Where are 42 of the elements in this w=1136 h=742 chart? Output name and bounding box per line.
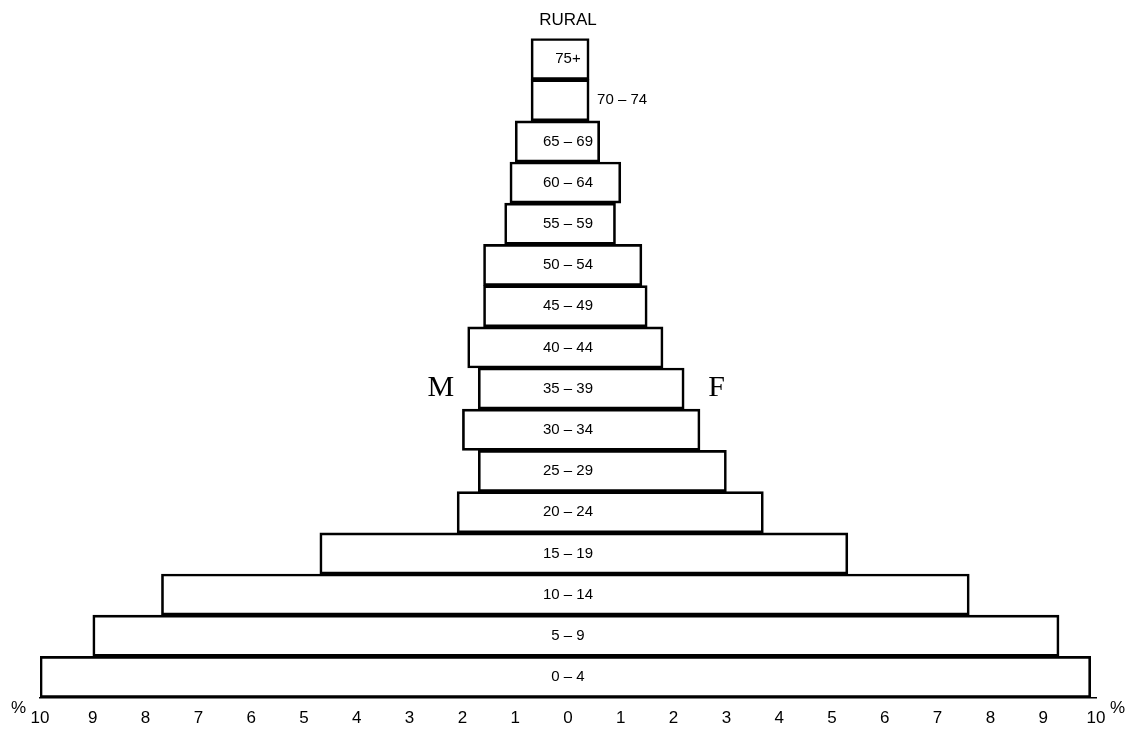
- y-tick-label: 15 – 19: [542, 543, 594, 561]
- y-tick-label: 50 – 54: [542, 255, 594, 273]
- x-tick-label: 1: [616, 708, 626, 728]
- x-tick-label: 10: [30, 708, 50, 728]
- x-tick-label: 7: [932, 708, 943, 728]
- y-tick-label: 70 – 74: [597, 90, 648, 108]
- y-tick-label: 20 – 24: [542, 502, 594, 520]
- x-tick-label: 8: [985, 708, 996, 728]
- series-label: M: [427, 369, 455, 403]
- x-tick-label: 2: [668, 708, 679, 728]
- y-tick-label: 0 – 4: [551, 667, 585, 685]
- x-tick-label: 6: [880, 708, 890, 728]
- x-tick-label: 10: [1086, 708, 1106, 728]
- x-tick-label: 4: [774, 708, 784, 728]
- y-tick-label: 60 – 64: [542, 172, 594, 190]
- y-tick-label: 40 – 44: [542, 337, 594, 355]
- x-tick-label: 5: [827, 708, 837, 728]
- y-tick-label: 25 – 29: [542, 461, 594, 479]
- x-tick-label: 2: [457, 708, 468, 728]
- y-tick-label: 30 – 34: [542, 419, 594, 437]
- x-tick-label: 8: [140, 708, 151, 728]
- x-tick-label: 3: [721, 708, 732, 728]
- x-tick-label: 7: [193, 708, 204, 728]
- y-tick-label: 35 – 39: [542, 378, 594, 396]
- y-tick-label: 55 – 59: [542, 213, 594, 231]
- x-tick-label: 9: [1038, 708, 1048, 728]
- x-axis-title: %: [10, 697, 26, 717]
- y-tick-label: 45 – 49: [542, 296, 594, 314]
- chart-title: RURAL: [539, 9, 597, 29]
- y-tick-label: 5 – 9: [551, 625, 585, 643]
- x-tick-label: 1: [510, 708, 520, 728]
- y-tick-label: 10 – 14: [542, 584, 594, 602]
- x-tick-label: 0: [563, 708, 573, 728]
- y-tick-label: 75+: [555, 49, 581, 67]
- y-tick-label: 65 – 69: [542, 131, 594, 149]
- x-tick-label: 9: [88, 708, 98, 728]
- x-tick-label: 6: [246, 708, 256, 728]
- x-tick-label: 3: [404, 708, 415, 728]
- x-tick-label: 4: [352, 708, 362, 728]
- x-tick-label: 5: [299, 708, 309, 728]
- text: %: [1110, 697, 1126, 717]
- legend-label: F: [708, 369, 725, 403]
